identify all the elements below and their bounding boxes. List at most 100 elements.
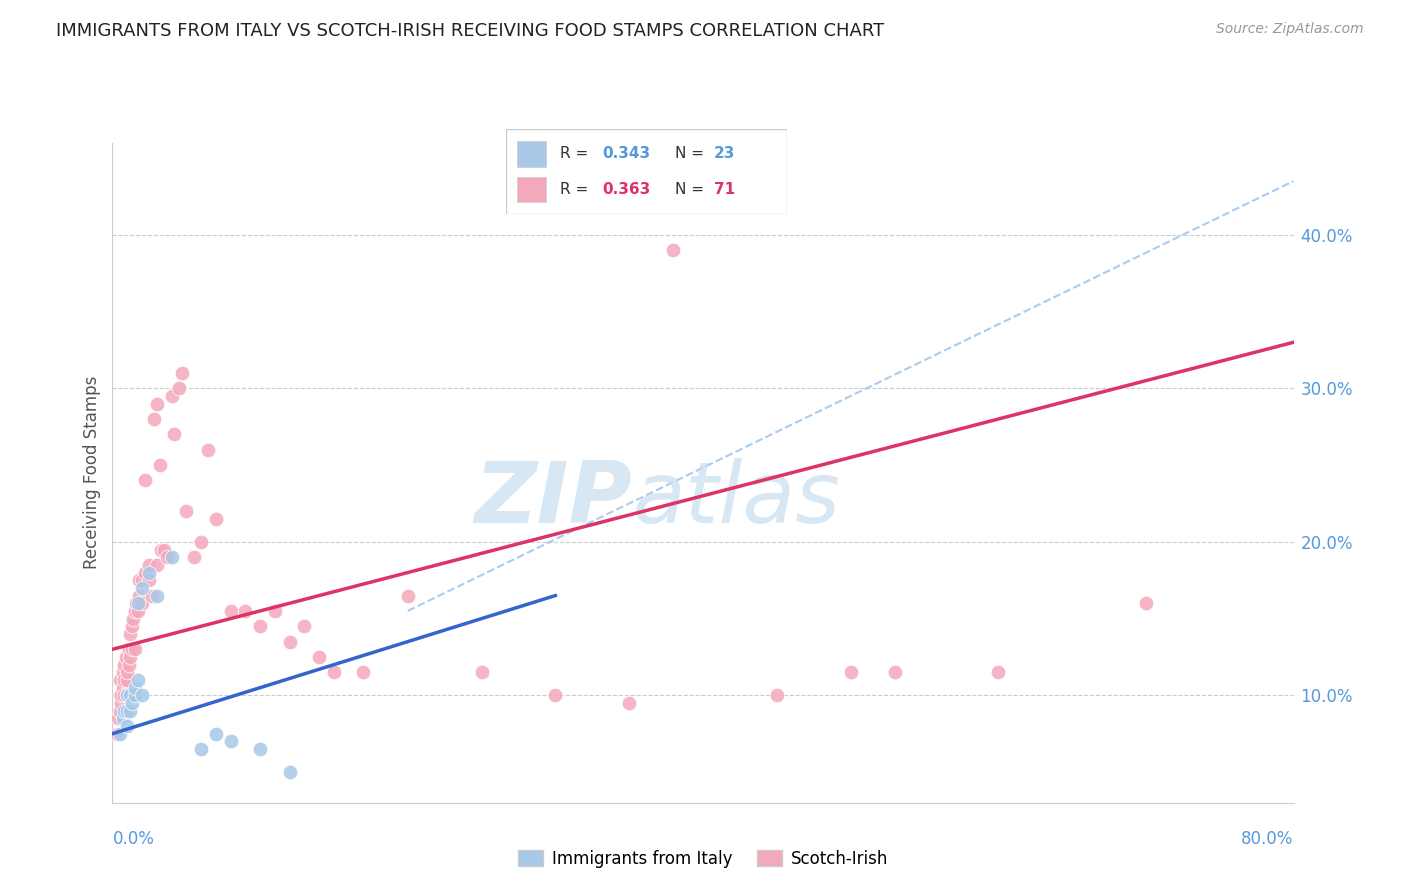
Point: [118, 642, 141, 657]
Point: [134, 474, 156, 488]
Point: [170, 366, 193, 380]
Point: [138, 566, 160, 580]
Point: [124, 681, 146, 695]
Point: [110, 689, 132, 703]
Point: [174, 504, 197, 518]
Point: [167, 381, 190, 395]
Point: [183, 550, 205, 565]
Point: [149, 458, 172, 472]
Text: 71: 71: [714, 182, 735, 197]
Point: [127, 673, 149, 687]
Point: [112, 704, 135, 718]
Point: [105, 727, 128, 741]
Point: [111, 681, 134, 695]
Point: [134, 566, 156, 580]
Point: [117, 689, 138, 703]
Point: [111, 711, 134, 725]
Point: [124, 642, 146, 657]
Point: [839, 665, 862, 680]
Point: [470, 665, 494, 680]
Point: [120, 704, 142, 718]
Point: [396, 589, 419, 603]
Bar: [517, 141, 546, 167]
Point: [156, 550, 179, 565]
Y-axis label: Receiving Food Stamps: Receiving Food Stamps: [83, 376, 101, 569]
Point: [292, 619, 315, 633]
Point: [117, 704, 138, 718]
Text: N =: N =: [675, 182, 704, 197]
Point: [131, 689, 153, 703]
Point: [987, 665, 1010, 680]
Point: [150, 542, 173, 557]
Point: [662, 243, 685, 257]
Point: [127, 604, 149, 618]
Text: 80.0%: 80.0%: [1241, 830, 1294, 847]
Point: [121, 619, 143, 633]
Point: [125, 596, 148, 610]
Point: [153, 542, 176, 557]
Point: [108, 704, 131, 718]
Text: Source: ZipAtlas.com: Source: ZipAtlas.com: [1216, 22, 1364, 37]
Point: [138, 558, 160, 572]
Point: [131, 581, 153, 595]
Point: [278, 765, 301, 780]
Point: [112, 689, 135, 703]
Point: [124, 604, 146, 618]
Point: [197, 442, 219, 457]
Point: [117, 665, 138, 680]
Legend: Immigrants from Italy, Scotch-Irish: Immigrants from Italy, Scotch-Irish: [512, 844, 894, 875]
Point: [233, 604, 256, 618]
Point: [264, 604, 287, 618]
Point: [619, 696, 641, 710]
Point: [122, 611, 145, 625]
Point: [766, 689, 789, 703]
Point: [308, 650, 330, 665]
Point: [121, 642, 143, 657]
Point: [160, 550, 183, 565]
Text: 0.343: 0.343: [602, 146, 650, 161]
Point: [124, 689, 146, 703]
Point: [219, 734, 242, 748]
Point: [205, 512, 228, 526]
Point: [138, 573, 160, 587]
Text: 0.0%: 0.0%: [112, 830, 155, 847]
Point: [1135, 596, 1157, 610]
Point: [278, 634, 301, 648]
Point: [117, 673, 138, 687]
Text: N =: N =: [675, 146, 704, 161]
Point: [146, 558, 169, 572]
Point: [120, 627, 142, 641]
Text: 0.363: 0.363: [602, 182, 650, 197]
Point: [111, 665, 134, 680]
Text: atlas: atlas: [633, 458, 841, 541]
Point: [108, 673, 131, 687]
Text: R =: R =: [560, 182, 588, 197]
Point: [142, 412, 165, 426]
Point: [120, 689, 142, 703]
Point: [112, 673, 135, 687]
Point: [118, 657, 141, 672]
Point: [141, 589, 163, 603]
Point: [108, 727, 131, 741]
Point: [323, 665, 346, 680]
Point: [121, 696, 143, 710]
Text: IMMIGRANTS FROM ITALY VS SCOTCH-IRISH RECEIVING FOOD STAMPS CORRELATION CHART: IMMIGRANTS FROM ITALY VS SCOTCH-IRISH RE…: [56, 22, 884, 40]
Point: [117, 689, 138, 703]
Point: [352, 665, 374, 680]
Point: [117, 719, 138, 733]
Point: [190, 742, 212, 756]
Point: [219, 604, 242, 618]
Point: [131, 596, 153, 610]
Text: R =: R =: [560, 146, 588, 161]
Point: [128, 573, 150, 587]
Point: [108, 689, 131, 703]
Point: [114, 650, 136, 665]
Point: [146, 589, 169, 603]
Point: [120, 650, 142, 665]
Point: [112, 657, 135, 672]
Text: ZIP: ZIP: [474, 458, 633, 541]
Point: [107, 711, 129, 725]
Point: [884, 665, 907, 680]
Point: [128, 589, 150, 603]
Point: [127, 596, 149, 610]
